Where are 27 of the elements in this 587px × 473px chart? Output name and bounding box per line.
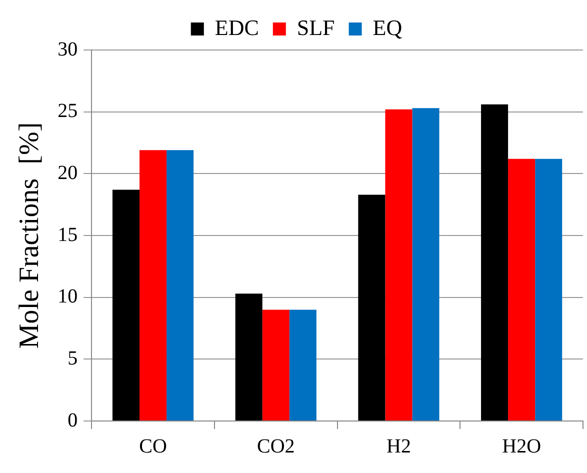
bar bbox=[385, 109, 412, 420]
y-axis-title: Mole Fractions [%] bbox=[14, 122, 46, 349]
bar bbox=[112, 190, 140, 420]
bar bbox=[412, 108, 440, 420]
bar bbox=[535, 158, 562, 420]
x-tick-label: H2 bbox=[386, 435, 411, 458]
bar bbox=[481, 104, 508, 420]
bar bbox=[262, 310, 290, 420]
y-tick-label: 20 bbox=[58, 162, 78, 184]
y-tick-label: 15 bbox=[58, 224, 78, 246]
legend-label: SLF bbox=[296, 14, 335, 40]
legend-label: EDC bbox=[214, 14, 259, 40]
bar bbox=[140, 150, 167, 420]
bar bbox=[289, 310, 316, 420]
x-tick-label: CO bbox=[139, 435, 167, 458]
bar bbox=[166, 150, 194, 420]
y-tick-label: 0 bbox=[68, 409, 78, 432]
legend-label: EQ bbox=[372, 14, 402, 40]
y-tick-label: 30 bbox=[58, 38, 78, 60]
y-tick-label: 5 bbox=[68, 347, 78, 370]
x-tick-label: CO2 bbox=[256, 435, 295, 458]
y-tick-label: 25 bbox=[58, 100, 78, 122]
x-tick-label: H2O bbox=[502, 435, 542, 458]
bar bbox=[508, 158, 536, 420]
y-tick-label: 10 bbox=[58, 286, 78, 308]
bar bbox=[235, 294, 262, 420]
bar bbox=[358, 194, 386, 420]
